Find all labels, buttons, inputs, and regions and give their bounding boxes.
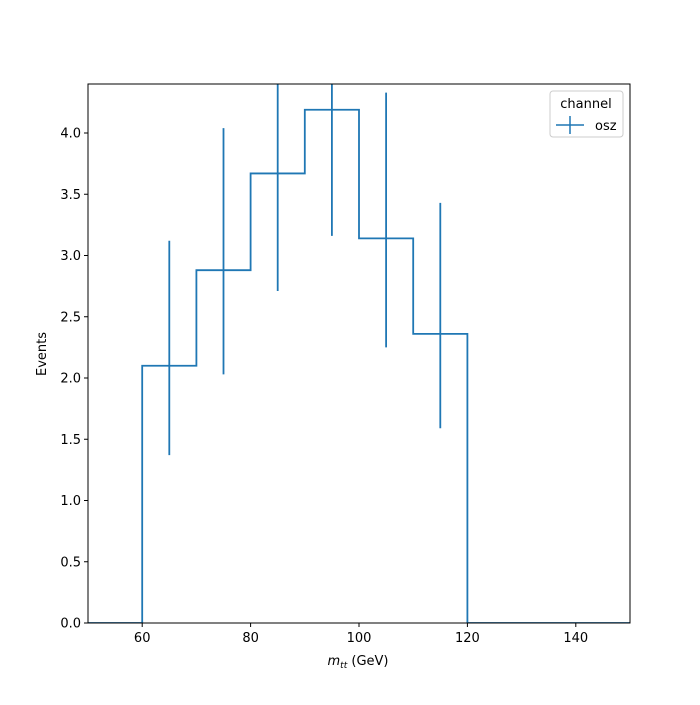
plot-content	[88, 84, 630, 623]
y-tick-label-7: 3.5	[60, 188, 81, 203]
y-tick-label-5: 2.5	[60, 310, 81, 325]
legend: channel osz	[549, 90, 624, 138]
y-tick-label-0: 0.0	[60, 617, 81, 632]
y-tick-label-1: 0.5	[60, 555, 81, 570]
axes-layer: 60 80 100 120 140 0.0 0.5 1.0 1.5 2.0 2.5 3.0 3.5 4.0	[60, 83, 631, 646]
y-tick-label-8: 4.0	[60, 127, 81, 142]
y-tick-label-3: 1.5	[60, 433, 81, 448]
x-axis-label-subscript: tt	[340, 661, 348, 671]
x-tick-label-1: 80	[242, 631, 259, 646]
y-tick-label-4: 2.0	[60, 372, 81, 387]
y-tick-label-6: 3.0	[60, 249, 81, 264]
y-tick-label-2: 1.0	[60, 494, 81, 509]
x-axis-label: mtt (GeV)	[328, 654, 389, 671]
legend-title: channel	[560, 97, 611, 112]
legend-entry-osz: osz	[595, 119, 617, 134]
plot-layer	[88, 84, 630, 623]
legend-marker-osz	[556, 116, 584, 134]
x-tick-label-0: 60	[134, 631, 151, 646]
x-tick-label-4: 140	[563, 631, 588, 646]
x-tick-label-3: 120	[455, 631, 480, 646]
x-axis-label-symbol: m	[328, 654, 341, 669]
x-tick-label-2: 100	[347, 631, 372, 646]
x-axis-label-unit: (GeV)	[347, 654, 388, 669]
y-axis-label: Events	[35, 332, 50, 376]
